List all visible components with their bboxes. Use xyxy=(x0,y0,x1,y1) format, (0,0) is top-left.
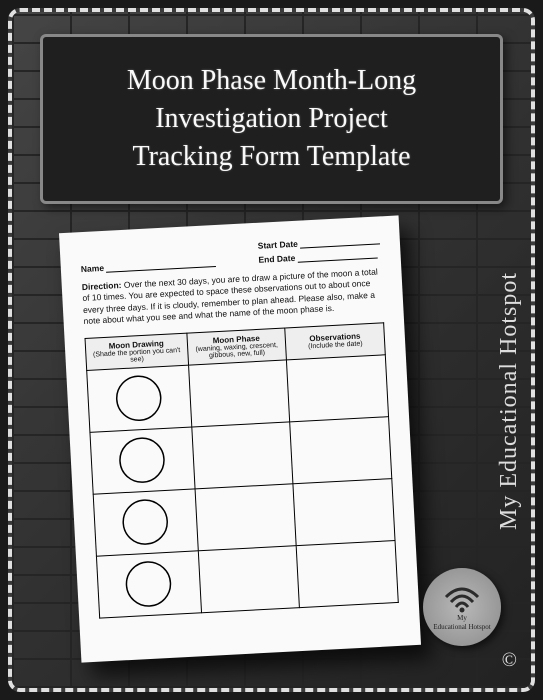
logo-text-bottom: Educational Hotspot xyxy=(433,624,490,631)
chalkboard-title: Moon Phase Month-Long Investigation Proj… xyxy=(40,34,503,204)
name-field: Name xyxy=(80,243,216,274)
moon-drawing-cell xyxy=(87,365,192,432)
end-date-line xyxy=(297,258,377,263)
end-date-label: End Date xyxy=(258,253,295,265)
col2-sub: (waning, waxing, crescent, gibbous, new,… xyxy=(190,341,284,360)
direction-label: Direction: xyxy=(82,280,122,292)
col-moon-drawing: Moon Drawing (Shade the portion you can'… xyxy=(85,333,188,370)
moon-phase-cell xyxy=(188,360,290,427)
brand-logo: My Educational Hotspot xyxy=(423,568,501,646)
observations-cell xyxy=(296,540,398,607)
end-date-field: End Date xyxy=(258,248,381,264)
direction-text: Over the next 30 days, you are to draw a… xyxy=(82,267,378,327)
col-observations: Observations (Include the date) xyxy=(285,323,385,360)
col1-sub: (Shade the portion you can't see) xyxy=(88,347,185,366)
moon-circle-icon xyxy=(116,434,169,487)
moon-phase-cell xyxy=(198,546,300,613)
chalk-frame: Moon Phase Month-Long Investigation Proj… xyxy=(8,8,535,692)
start-date-label: Start Date xyxy=(257,239,298,251)
col3-sub: (Include the date) xyxy=(288,340,382,352)
worksheet-preview: Name Start Date End Date Direction: Over… xyxy=(59,215,421,662)
title-line-3: Tracking Form Template xyxy=(132,138,410,176)
moon-circle-icon xyxy=(113,372,166,425)
observations-cell xyxy=(293,478,395,545)
title-line-2: Investigation Project xyxy=(155,100,388,138)
copyright-symbol: © xyxy=(502,649,517,672)
directions: Direction: Over the next 30 days, you ar… xyxy=(82,266,384,328)
tracking-table: Moon Drawing (Shade the portion you can'… xyxy=(84,322,398,618)
date-fields: Start Date End Date xyxy=(257,234,380,264)
moon-drawing-cell xyxy=(93,489,198,556)
observations-cell xyxy=(287,355,389,422)
wifi-icon xyxy=(442,583,482,613)
name-line xyxy=(106,266,216,273)
observations-cell xyxy=(290,417,392,484)
brand-side-text: My Educational Hotspot xyxy=(496,272,523,530)
moon-drawing-cell xyxy=(96,551,201,618)
moon-circle-icon xyxy=(123,558,176,611)
start-date-line xyxy=(300,243,380,248)
name-label: Name xyxy=(81,263,105,274)
logo-text-top: My xyxy=(457,615,467,622)
moon-phase-cell xyxy=(191,422,293,489)
title-line-1: Moon Phase Month-Long xyxy=(127,62,416,100)
col-moon-phase: Moon Phase (waning, waxing, crescent, gi… xyxy=(187,328,287,365)
moon-circle-icon xyxy=(119,496,172,549)
moon-phase-cell xyxy=(195,484,297,551)
moon-drawing-cell xyxy=(90,427,195,494)
table-body xyxy=(87,355,399,618)
